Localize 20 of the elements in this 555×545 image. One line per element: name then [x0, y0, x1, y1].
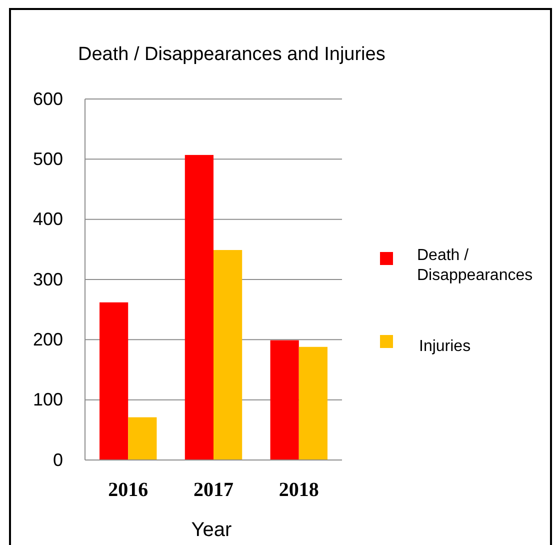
x-axis-title: Year	[191, 519, 232, 541]
legend-label: Death / Disappearances	[417, 247, 533, 284]
bar	[214, 250, 242, 460]
y-tick-label: 300	[32, 269, 63, 290]
bar	[100, 302, 128, 460]
bar	[270, 340, 299, 460]
x-tick-label: 2018	[278, 479, 319, 502]
y-tick-label: 0	[52, 450, 63, 470]
y-tick-label: 400	[32, 209, 63, 230]
bar	[184, 154, 214, 460]
legend-label: Injuries	[419, 338, 471, 355]
y-tick-label: 600	[32, 88, 63, 109]
y-tick-label: 500	[32, 148, 63, 169]
y-tick-label: 100	[32, 390, 63, 410]
x-tick-label: 2016	[108, 479, 148, 502]
bar	[298, 346, 328, 460]
chart-title: Death / Disappearances and Injuries	[78, 44, 386, 65]
bar	[128, 417, 157, 460]
y-tick-label: 200	[32, 329, 63, 350]
x-tick-label: 2017	[194, 479, 234, 502]
